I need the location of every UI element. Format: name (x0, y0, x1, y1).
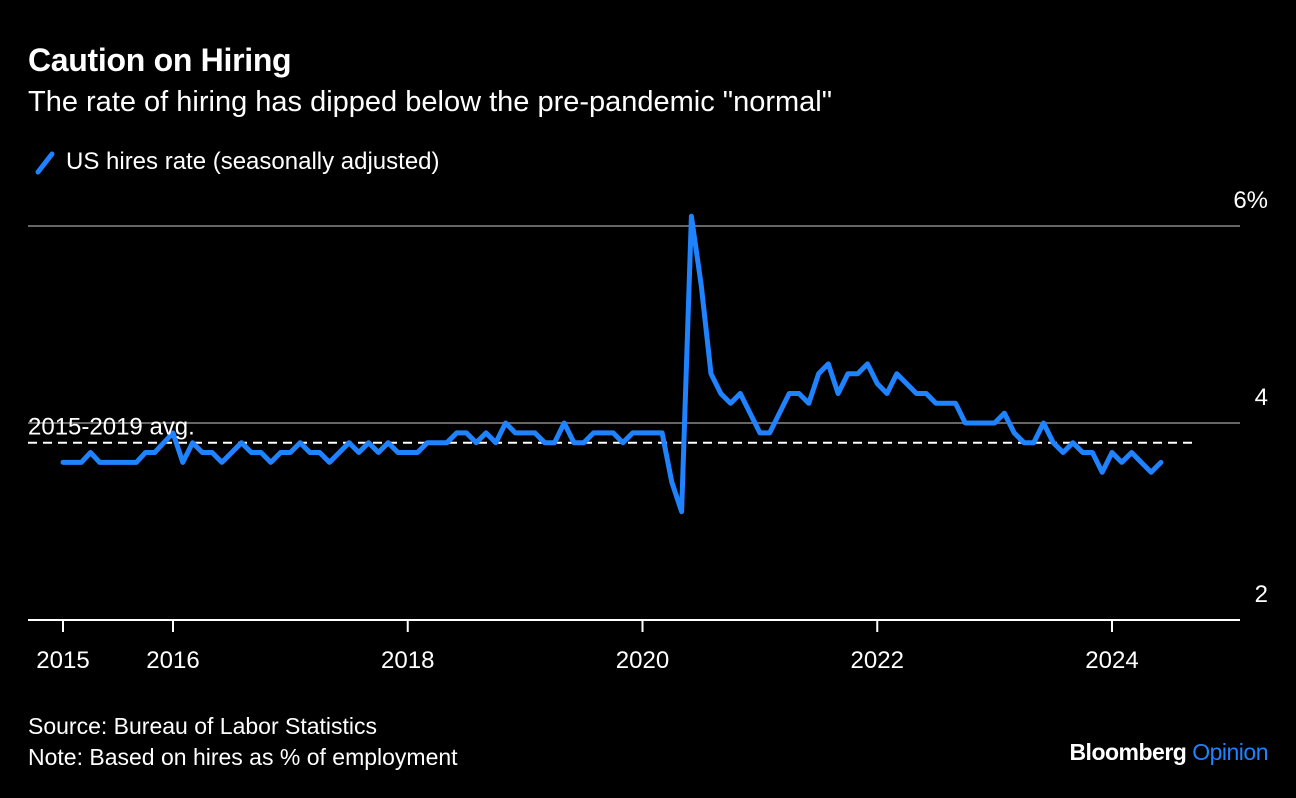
footnote: Note: Based on hires as % of employment (28, 744, 458, 770)
legend-line-icon (35, 151, 55, 175)
brand-logo: Bloomberg Opinion (1069, 739, 1268, 766)
x-tick-label-2015: 2015 (36, 647, 89, 674)
x-tick-label-2024: 2024 (1085, 647, 1138, 674)
legend-label: US hires rate (seasonally adjusted) (66, 148, 440, 175)
x-tick-label-2018: 2018 (381, 647, 434, 674)
y-tick-label-6: 6% (1233, 187, 1268, 214)
chart-subtitle: The rate of hiring has dipped below the … (28, 86, 833, 118)
brand-name: Bloomberg (1069, 739, 1187, 765)
x-tick-label-2016: 2016 (146, 647, 199, 674)
series-line-hires-rate (60, 213, 1164, 515)
reference-line-label: 2015-2019 avg. (28, 414, 195, 441)
legend: US hires rate (seasonally adjusted) (32, 148, 440, 176)
source-note: Source: Bureau of Labor Statistics (28, 713, 378, 739)
x-tick-label-2022: 2022 (851, 647, 904, 674)
y-tick-label-4: 4 (1255, 384, 1268, 411)
brand-section: Opinion (1192, 739, 1268, 765)
y-tick-label-2: 2 (1255, 581, 1268, 608)
x-tick-label-2020: 2020 (616, 647, 669, 674)
chart-title: Caution on Hiring (28, 42, 292, 78)
